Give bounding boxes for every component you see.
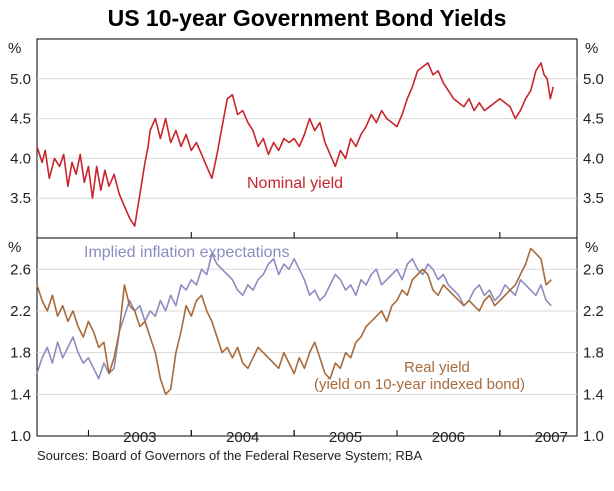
y-tick-label-right: 2.6 <box>583 261 604 278</box>
y-tick-label-left: 2.2 <box>10 303 31 320</box>
nominal-yield-label: Nominal yield <box>247 175 343 192</box>
y-tick-label-left: 4.0 <box>10 150 31 167</box>
top-gridlines <box>37 78 577 199</box>
y-tick-label-right: 4.0 <box>583 150 604 167</box>
bottom-series-layer <box>36 247 552 396</box>
implied-inflation-label: Implied inflation expectations <box>84 244 289 261</box>
x-tick-label: 2003 <box>123 429 156 446</box>
y-tick-label-right: 5.0 <box>583 71 604 88</box>
y-tick-label-left: 4.5 <box>10 111 31 128</box>
bottom-y-ticks: 1.0 1.0 1.4 1.4 1.8 1.8 2.2 2.2 2.6 2.6 <box>10 261 604 445</box>
y-tick-label-right: 1.0 <box>583 428 604 445</box>
x-tick-label: 2007 <box>535 429 568 446</box>
bottom-right-unit: % <box>585 239 598 256</box>
y-tick-label-right: 3.5 <box>583 190 604 207</box>
y-tick-label-right: 1.8 <box>583 345 604 362</box>
y-tick-label-left: 2.6 <box>10 261 31 278</box>
bottom-gridlines <box>37 268 577 395</box>
x-tick-label: 2006 <box>432 429 465 446</box>
x-tick-label: 2005 <box>329 429 362 446</box>
real-yield-sublabel: (yield on 10-year indexed bond) <box>314 376 525 393</box>
top-left-unit: % <box>8 40 21 57</box>
y-tick-label-left: 1.0 <box>10 428 31 445</box>
series-line-nominal-yield <box>36 62 555 227</box>
y-tick-label-right: 4.5 <box>583 111 604 128</box>
y-tick-label-right: 2.2 <box>583 303 604 320</box>
top-y-ticks: 3.5 3.5 4.0 4.0 4.5 4.5 5.0 5.0 <box>10 71 604 207</box>
bottom-left-unit: % <box>8 239 21 256</box>
y-tick-label-left: 1.4 <box>10 386 31 403</box>
sources-footnote: Sources: Board of Governors of the Feder… <box>37 448 422 463</box>
x-tick-label: 2004 <box>226 429 259 446</box>
y-tick-label-left: 5.0 <box>10 71 31 88</box>
y-tick-label-left: 1.8 <box>10 345 31 362</box>
real-yield-label: Real yield <box>404 359 470 376</box>
top-series-layer <box>36 62 555 227</box>
chart-title: US 10-year Government Bond Yields <box>108 5 507 31</box>
x-axis-ticks: 2003 2004 2005 2006 2007 <box>87 232 568 446</box>
series-line-real-yield <box>36 247 552 396</box>
y-tick-label-right: 1.4 <box>583 386 604 403</box>
y-tick-label-left: 3.5 <box>10 190 31 207</box>
top-right-unit: % <box>585 40 598 57</box>
